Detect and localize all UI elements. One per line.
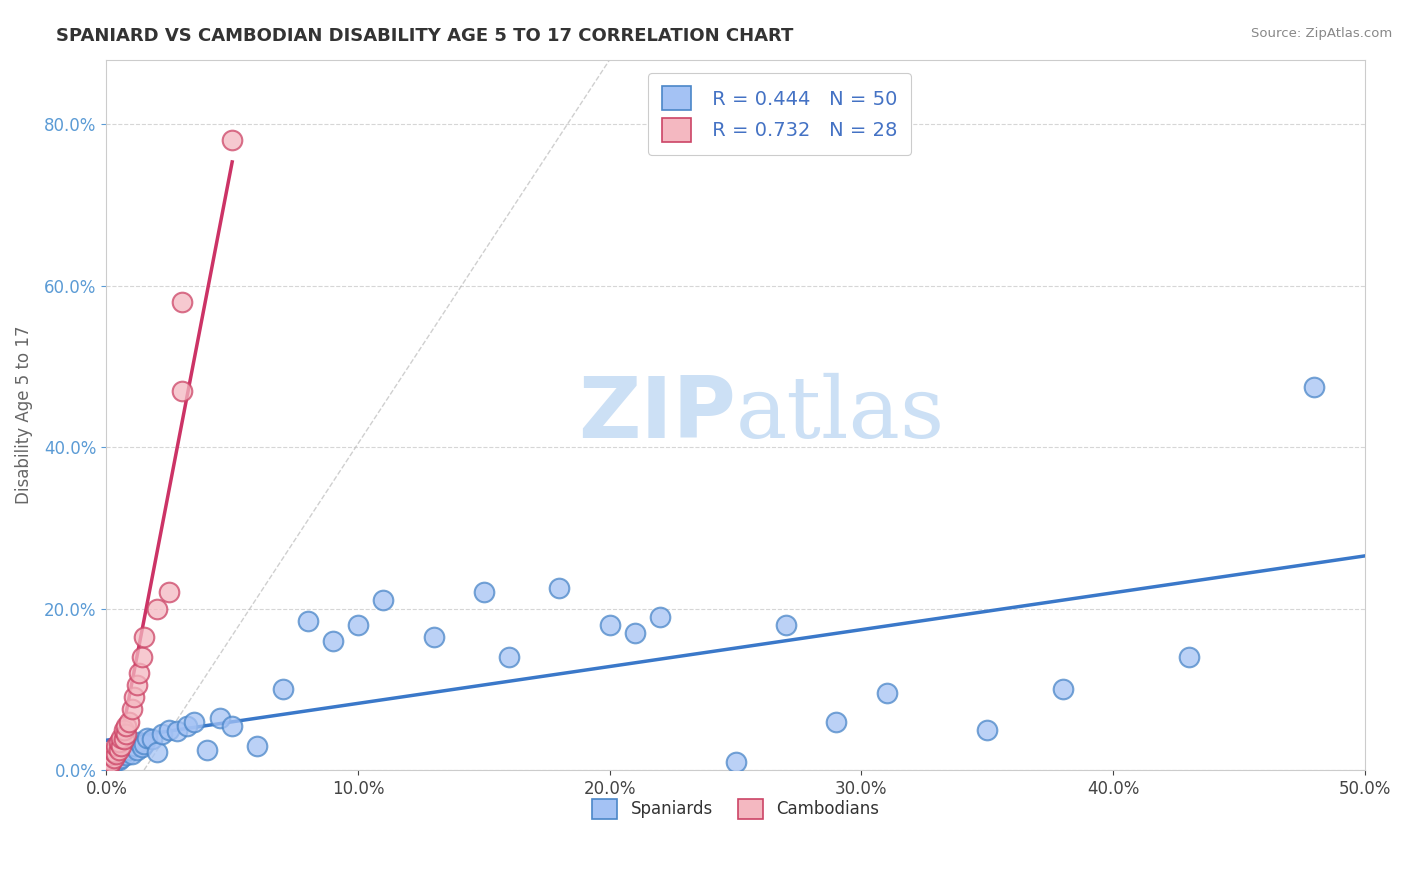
Point bbox=[112, 732, 135, 747]
Point bbox=[131, 650, 153, 665]
Point bbox=[122, 739, 145, 753]
Point bbox=[1177, 650, 1199, 665]
Point bbox=[208, 710, 231, 724]
Point bbox=[108, 747, 131, 761]
Point bbox=[1052, 682, 1074, 697]
Point bbox=[141, 732, 163, 747]
Point bbox=[472, 585, 495, 599]
Point bbox=[271, 682, 294, 697]
Point bbox=[103, 751, 125, 765]
Point bbox=[347, 617, 370, 632]
Point bbox=[132, 630, 155, 644]
Legend: Spaniards, Cambodians: Spaniards, Cambodians bbox=[585, 792, 886, 826]
Point bbox=[170, 384, 193, 398]
Point bbox=[132, 737, 155, 751]
Point bbox=[110, 731, 132, 745]
Point bbox=[108, 753, 131, 767]
Point bbox=[876, 686, 898, 700]
Point bbox=[976, 723, 998, 737]
Point bbox=[128, 666, 150, 681]
Point bbox=[128, 735, 150, 749]
Point bbox=[145, 601, 167, 615]
Point bbox=[115, 718, 138, 732]
Point bbox=[246, 739, 269, 753]
Point bbox=[103, 755, 125, 769]
Point bbox=[166, 724, 188, 739]
Point bbox=[100, 756, 122, 771]
Point bbox=[112, 723, 135, 737]
Point bbox=[422, 630, 444, 644]
Point bbox=[599, 617, 621, 632]
Point bbox=[103, 745, 125, 759]
Point bbox=[97, 753, 120, 767]
Text: Source: ZipAtlas.com: Source: ZipAtlas.com bbox=[1251, 27, 1392, 40]
Point bbox=[105, 739, 128, 753]
Point bbox=[115, 748, 138, 763]
Point bbox=[1303, 379, 1326, 393]
Point bbox=[121, 747, 143, 761]
Point bbox=[110, 739, 132, 753]
Text: SPANIARD VS CAMBODIAN DISABILITY AGE 5 TO 17 CORRELATION CHART: SPANIARD VS CAMBODIAN DISABILITY AGE 5 T… bbox=[56, 27, 793, 45]
Point bbox=[221, 718, 243, 732]
Point bbox=[100, 753, 122, 767]
Point bbox=[157, 585, 180, 599]
Point bbox=[118, 714, 141, 729]
Text: atlas: atlas bbox=[735, 373, 945, 457]
Point bbox=[183, 714, 205, 729]
Y-axis label: Disability Age 5 to 17: Disability Age 5 to 17 bbox=[15, 326, 32, 504]
Point bbox=[122, 690, 145, 705]
Point bbox=[97, 759, 120, 773]
Point bbox=[118, 743, 141, 757]
Point bbox=[297, 614, 319, 628]
Point bbox=[100, 755, 122, 769]
Point bbox=[170, 294, 193, 309]
Point bbox=[105, 748, 128, 763]
Point bbox=[322, 633, 344, 648]
Point bbox=[125, 743, 148, 757]
Point bbox=[131, 740, 153, 755]
Point bbox=[100, 748, 122, 763]
Point bbox=[112, 745, 135, 759]
Point bbox=[825, 714, 848, 729]
Point bbox=[108, 735, 131, 749]
Point bbox=[624, 625, 647, 640]
Point bbox=[103, 751, 125, 765]
Point bbox=[115, 727, 138, 741]
Point bbox=[373, 593, 395, 607]
Point bbox=[105, 747, 128, 761]
Text: ZIP: ZIP bbox=[578, 373, 735, 457]
Point bbox=[157, 723, 180, 737]
Point bbox=[125, 678, 148, 692]
Point bbox=[498, 650, 520, 665]
Point bbox=[135, 731, 157, 745]
Point bbox=[648, 609, 671, 624]
Point bbox=[150, 727, 173, 741]
Point bbox=[145, 745, 167, 759]
Point bbox=[176, 718, 198, 732]
Point bbox=[121, 702, 143, 716]
Point bbox=[97, 759, 120, 773]
Point bbox=[775, 617, 797, 632]
Point bbox=[108, 743, 131, 757]
Point bbox=[221, 133, 243, 147]
Point bbox=[548, 582, 571, 596]
Point bbox=[195, 743, 218, 757]
Point bbox=[110, 751, 132, 765]
Point bbox=[724, 755, 747, 769]
